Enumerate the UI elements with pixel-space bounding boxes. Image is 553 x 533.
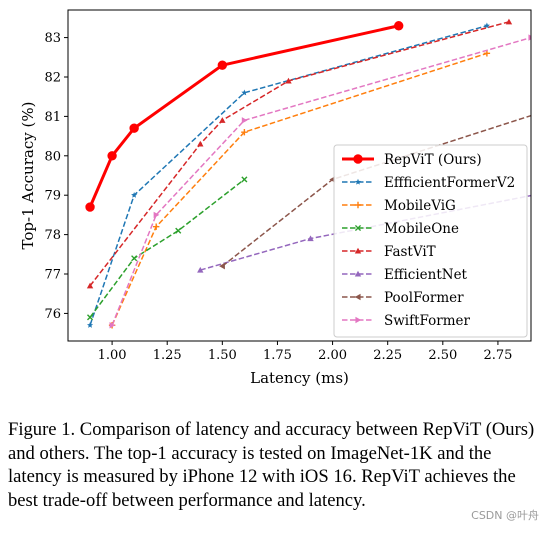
x-tick-label: 1.50 <box>208 348 237 363</box>
data-point <box>197 266 204 273</box>
legend-item: PoolFormer <box>342 290 464 306</box>
data-point <box>129 123 139 133</box>
series-5 <box>197 194 531 273</box>
y-tick-label: 81 <box>44 110 61 125</box>
x-tick-label: 1.25 <box>153 348 182 363</box>
data-point <box>483 50 491 57</box>
data-point <box>241 176 248 183</box>
data-point <box>219 117 226 123</box>
legend-marker <box>353 154 363 164</box>
y-axis-title: Top-1 Accuracy (%) <box>19 102 37 250</box>
legend-marker <box>354 293 361 301</box>
legend-marker <box>354 270 362 277</box>
data-point <box>86 282 94 289</box>
legend-marker <box>354 201 362 209</box>
legend-label: SwiftFormer <box>384 313 471 329</box>
series-line <box>89 25 488 326</box>
legend-item: MobileViG <box>342 198 456 214</box>
legend-marker <box>354 224 362 232</box>
series-0 <box>85 21 404 212</box>
x-axis: 1.00 1.25 1.50 1.75 2.00 2.25 2.50 2.75 <box>98 341 512 363</box>
watermark: CSDN @叶舟 <box>471 509 539 522</box>
y-tick-label: 76 <box>44 307 61 322</box>
data-point <box>131 192 138 198</box>
data-point <box>528 34 531 41</box>
x-tick-label: 1.75 <box>263 348 292 363</box>
data-point <box>109 322 116 329</box>
y-axis: 76 77 78 79 80 81 82 83 <box>44 31 68 322</box>
legend-item: MobileOne <box>342 221 459 237</box>
data-point <box>241 117 248 124</box>
legend-item: EfficientNet <box>342 267 468 283</box>
plot-frame <box>67 9 532 342</box>
x-tick-label: 2.25 <box>373 348 402 363</box>
legend-item: EffficientFormerV2 <box>342 175 515 191</box>
legend-label: PoolFormer <box>384 290 464 306</box>
y-tick-label: 77 <box>44 268 61 283</box>
y-tick-label: 79 <box>44 189 61 204</box>
data-point <box>85 202 95 212</box>
legend-label: FastViT <box>384 244 436 260</box>
data-point <box>285 77 292 84</box>
series-line <box>111 52 488 326</box>
legend-label: MobileOne <box>384 221 459 237</box>
y-tick-label: 78 <box>44 228 61 243</box>
legend-label: RepViT (Ours) <box>384 152 482 168</box>
x-tick-label: 2.00 <box>318 348 347 363</box>
y-tick-label: 82 <box>44 70 61 85</box>
legend-item: FastViT <box>342 244 436 260</box>
legend-label: EfficientNet <box>384 267 468 283</box>
legend-label: MobileViG <box>384 198 456 214</box>
legend: RepViT (Ours) EffficientFormerV2 MobileViG… <box>333 144 528 338</box>
data-point <box>197 140 204 147</box>
x-tick-label: 2.50 <box>428 348 457 363</box>
legend-marker <box>354 247 362 254</box>
series-line <box>111 36 531 326</box>
x-tick-label: 2.75 <box>483 348 512 363</box>
data-point <box>131 255 138 262</box>
legend-item: SwiftFormer <box>342 313 471 329</box>
legend-item: RepViT (Ours) <box>342 152 482 168</box>
x-axis-title: Latency (ms) <box>250 369 349 387</box>
data-point <box>219 262 225 270</box>
series-3 <box>86 176 248 321</box>
data-point <box>87 322 94 328</box>
y-tick-label: 80 <box>44 149 61 164</box>
series-line <box>89 178 245 318</box>
legend-marker <box>354 178 362 185</box>
data-point <box>107 151 117 161</box>
data-point <box>505 18 513 25</box>
data-point <box>86 314 94 321</box>
legend-label: EffficientFormerV2 <box>384 175 515 191</box>
data-point <box>217 60 228 70</box>
data-point <box>307 235 314 242</box>
series-4 <box>86 18 513 289</box>
legend-marker <box>355 316 362 324</box>
data-point <box>394 21 404 31</box>
data-point <box>241 128 248 136</box>
figure-caption: Figure 1. Comparison of latency and accu… <box>8 419 535 511</box>
data-point <box>153 211 160 219</box>
series-layer <box>85 18 531 329</box>
x-tick-label: 1.00 <box>98 348 127 363</box>
latency-accuracy-chart: 1.00 1.25 1.50 1.75 2.00 2.25 2.50 2.75 7677787… <box>19 9 532 387</box>
data-point <box>175 227 182 234</box>
data-point <box>241 89 248 96</box>
series-7 <box>109 34 531 329</box>
legend-box <box>333 144 528 338</box>
y-tick-label: 83 <box>44 31 61 46</box>
data-point <box>152 223 160 230</box>
